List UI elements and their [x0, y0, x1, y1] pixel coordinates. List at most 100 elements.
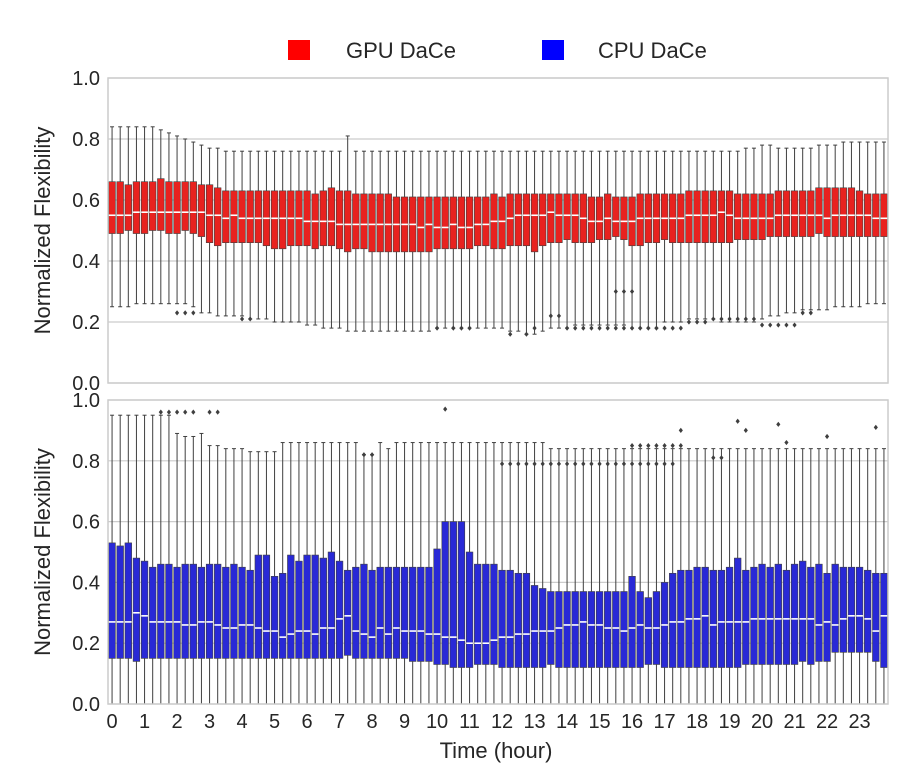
box	[295, 560, 303, 659]
y-ticks-gpu: 0.0 0.2 0.4 0.6 0.8 1.0	[72, 68, 100, 395]
box	[701, 566, 709, 668]
outlier-point	[524, 331, 529, 337]
box	[595, 196, 604, 240]
box	[685, 190, 693, 244]
box	[498, 569, 506, 668]
outlier-point	[686, 319, 692, 325]
box	[604, 591, 612, 668]
outlier-point	[662, 443, 667, 449]
outlier-point	[581, 325, 586, 331]
outlier-point	[248, 316, 253, 322]
outlier-point	[759, 322, 765, 328]
box	[327, 187, 336, 247]
box	[636, 591, 644, 668]
box	[693, 566, 701, 668]
outlier-point	[540, 461, 545, 467]
box	[254, 190, 262, 244]
box	[709, 190, 717, 244]
outlier-point	[548, 313, 553, 319]
outlier-point	[605, 461, 610, 467]
outlier-point	[613, 461, 618, 467]
outlier-point	[548, 461, 553, 467]
outlier-point	[694, 319, 700, 325]
box	[539, 193, 547, 247]
box	[238, 566, 246, 659]
box	[612, 591, 620, 668]
box	[189, 563, 197, 659]
panel-cpu: 0.0 0.2 0.4 0.6 0.8 1.0 Normalized Flexibilit…	[30, 390, 889, 716]
box	[547, 591, 555, 665]
outlier-point	[589, 325, 594, 331]
box	[214, 563, 222, 659]
outlier-point	[508, 461, 513, 467]
outlier-point	[532, 461, 537, 467]
outlier-point	[451, 325, 456, 331]
outlier-point	[654, 461, 659, 467]
box	[766, 193, 774, 237]
x-tick-label: 14	[556, 711, 578, 733]
box	[693, 190, 701, 244]
outlier-point	[564, 461, 570, 467]
box	[230, 190, 238, 244]
outlier-point	[654, 443, 659, 449]
box	[319, 557, 327, 659]
y-tick-label: 0.6	[72, 190, 100, 212]
box	[725, 566, 734, 668]
box	[864, 569, 872, 653]
box	[522, 193, 531, 247]
y-axis-label-cpu: Normalized Flexibility	[30, 448, 55, 656]
boxes-cpu	[108, 406, 888, 705]
box	[514, 572, 522, 668]
outlier-point	[621, 461, 627, 467]
outlier-point	[443, 406, 448, 412]
box	[149, 566, 157, 659]
outlier-point	[711, 455, 716, 461]
box	[140, 560, 149, 659]
box	[433, 196, 441, 250]
box	[555, 193, 563, 243]
box	[555, 591, 563, 668]
outlier-point	[215, 409, 220, 415]
box	[132, 181, 141, 234]
outlier-point	[711, 316, 716, 322]
outlier-point	[662, 461, 667, 467]
box	[799, 560, 807, 662]
box	[392, 566, 401, 659]
plot-frame-cpu	[107, 399, 889, 705]
box	[831, 563, 839, 653]
outlier-point	[678, 325, 683, 331]
y-axis-label-gpu: Normalized Flexibility	[30, 127, 55, 335]
box	[709, 569, 717, 668]
box	[742, 569, 750, 665]
y-ticks-cpu: 0.0 0.2 0.4 0.6 0.8 1.0	[72, 390, 100, 716]
outlier-point	[638, 461, 643, 467]
outlier-point	[434, 325, 440, 331]
box	[132, 557, 141, 662]
x-tick-label: 2	[172, 711, 183, 733]
outlier-point	[743, 427, 748, 433]
box	[831, 187, 839, 237]
box	[246, 190, 254, 244]
box	[774, 563, 782, 665]
box	[400, 566, 409, 659]
x-tick-label: 7	[334, 711, 345, 733]
outlier-point	[751, 316, 757, 322]
outlier-point	[776, 421, 781, 427]
box	[766, 566, 774, 665]
box	[230, 563, 238, 659]
box	[563, 591, 571, 668]
box	[790, 190, 799, 237]
box	[660, 193, 669, 240]
box	[441, 196, 449, 250]
box	[384, 193, 392, 253]
outlier-point	[499, 461, 505, 467]
y-tick-label: 0.2	[72, 312, 100, 334]
legend-label-cpu: CPU DaCe	[598, 38, 707, 63]
outlier-point	[703, 319, 708, 325]
box	[725, 190, 734, 244]
box	[433, 548, 441, 665]
box	[855, 566, 864, 653]
box	[839, 566, 847, 653]
outlier-point	[808, 310, 813, 316]
outlier-point	[678, 443, 683, 449]
